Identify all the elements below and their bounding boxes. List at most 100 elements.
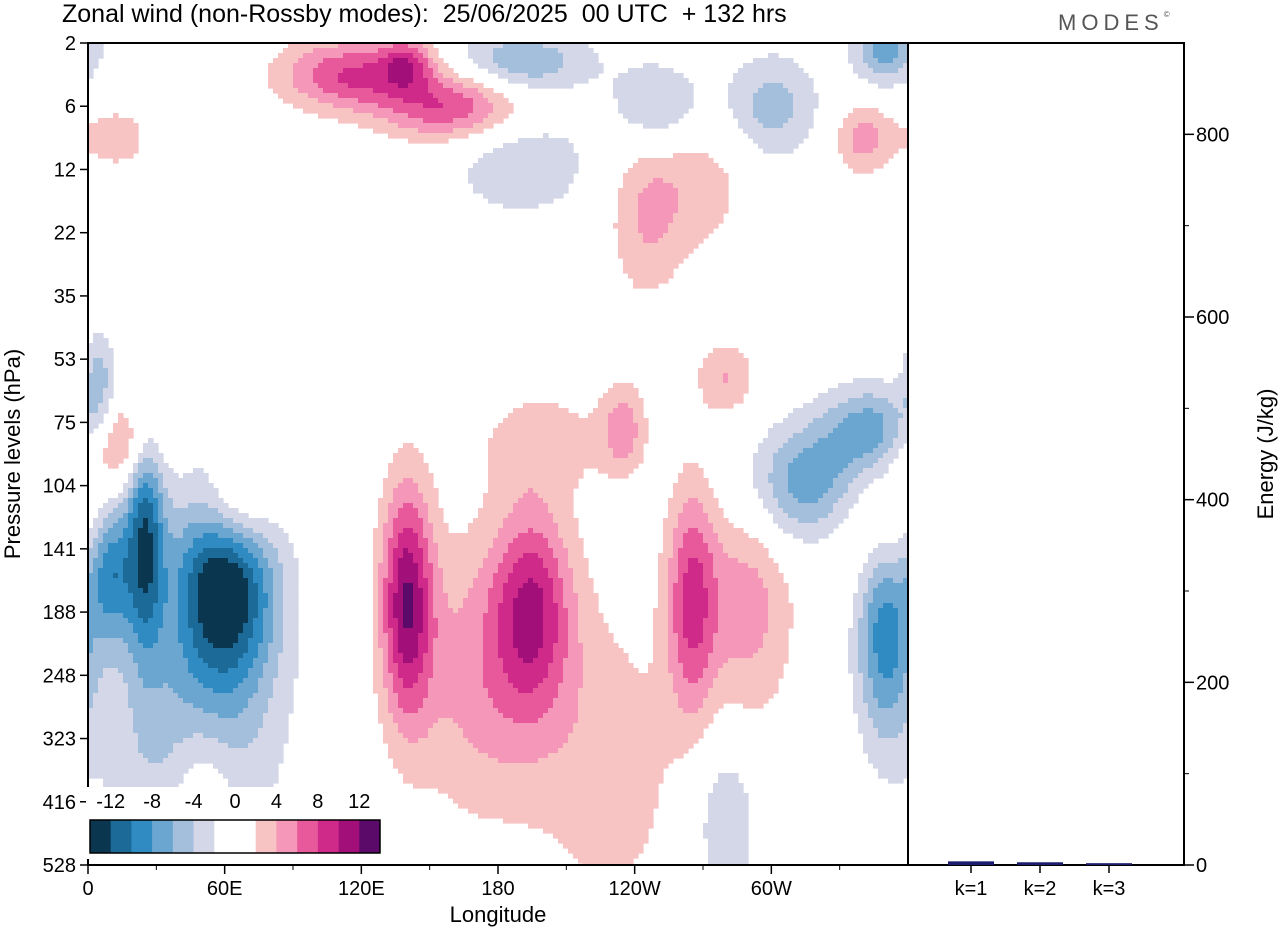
heatmap-cell: [628, 438, 634, 444]
heatmap-cell: [93, 398, 99, 404]
heatmap-cell: [143, 478, 149, 484]
heatmap-cell: [898, 428, 904, 434]
heatmap-cell: [848, 53, 854, 59]
heatmap-cell: [413, 478, 419, 484]
heatmap-cell: [373, 73, 379, 79]
heatmap-cell: [548, 73, 554, 79]
heatmap-cell: [683, 163, 689, 169]
heatmap-cell: [403, 103, 409, 109]
heatmap-cell: [433, 513, 439, 519]
heatmap-cell: [103, 378, 109, 384]
heatmap-cell: [723, 198, 729, 204]
heatmap-cell: [98, 508, 104, 514]
heatmap-cell: [263, 518, 269, 524]
heatmap-cell: [198, 493, 204, 499]
heatmap-cell: [563, 168, 569, 174]
heatmap-cell: [518, 538, 524, 544]
heatmap-cell: [628, 383, 634, 389]
heatmap-cell: [853, 128, 859, 134]
heatmap-cell: [483, 118, 489, 124]
heatmap-cell: [328, 68, 334, 74]
heatmap-cell: [258, 538, 264, 544]
heatmap-cell: [348, 98, 354, 104]
heatmap-cell: [853, 108, 859, 114]
heatmap-cell: [743, 383, 749, 389]
heatmap-cell: [618, 458, 624, 464]
heatmap-cell: [608, 433, 614, 439]
heatmap-cell: [618, 423, 624, 429]
heatmap-cell: [748, 538, 754, 544]
heatmap-cell: [818, 413, 824, 419]
heatmap-cell: [308, 98, 314, 104]
heatmap-cell: [153, 523, 159, 529]
heatmap-cell: [403, 503, 409, 509]
heatmap-cell: [823, 448, 829, 454]
heatmap-cell: [863, 418, 869, 424]
heatmap-cell: [318, 63, 324, 69]
heatmap-cell: [323, 48, 329, 54]
heatmap-cell: [453, 123, 459, 129]
heatmap-cell: [753, 83, 759, 89]
heatmap-cell: [638, 283, 644, 289]
heatmap-cell: [643, 183, 649, 189]
heatmap-cell: [413, 123, 419, 129]
heatmap-cell: [528, 163, 534, 169]
heatmap-cell: [713, 178, 719, 184]
heatmap-cell: [833, 498, 839, 504]
heatmap-cell: [133, 143, 139, 149]
heatmap-cell: [818, 453, 824, 459]
heatmap-cell: [888, 418, 894, 424]
heatmap-cell: [498, 443, 504, 449]
heatmap-cell: [433, 133, 439, 139]
heatmap-cell: [468, 93, 474, 99]
heatmap-cell: [593, 448, 599, 454]
heatmap-cell: [388, 108, 394, 114]
heatmap-cell: [638, 83, 644, 89]
heatmap-cell: [578, 68, 584, 74]
heatmap-cell: [648, 73, 654, 79]
heatmap-cell: [848, 433, 854, 439]
heatmap-cell: [428, 133, 434, 139]
heatmap-cell: [883, 548, 889, 554]
heatmap-cell: [843, 448, 849, 454]
heatmap-cell: [628, 443, 634, 449]
heatmap-cell: [863, 473, 869, 479]
heatmap-cell: [658, 103, 664, 109]
heatmap-cell: [578, 73, 584, 79]
heatmap-cell: [863, 153, 869, 159]
heatmap-cell: [328, 103, 334, 109]
heatmap-cell: [748, 118, 754, 124]
heatmap-cell: [413, 453, 419, 459]
heatmap-cell: [848, 113, 854, 119]
chart-title: Zonal wind (non-Rossby modes): 25/06/202…: [62, 0, 787, 28]
heatmap-cell: [108, 458, 114, 464]
heatmap-cell: [818, 473, 824, 479]
heatmap-cell: [178, 498, 184, 504]
heatmap-cell: [703, 548, 709, 554]
heatmap-cell: [188, 548, 194, 554]
heatmap-cell: [893, 78, 899, 84]
heatmap-cell: [643, 208, 649, 214]
heatmap-cell: [663, 168, 669, 174]
heatmap-cell: [518, 183, 524, 189]
heatmap-cell: [768, 498, 774, 504]
heatmap-cell: [693, 528, 699, 534]
heatmap-cell: [863, 148, 869, 154]
heatmap-cell: [423, 488, 429, 494]
heatmap-cell: [518, 508, 524, 514]
heatmap-cell: [623, 393, 629, 399]
heatmap-cell: [393, 128, 399, 134]
heatmap-cell: [243, 548, 249, 554]
heatmap-cell: [408, 88, 414, 94]
heatmap-cell: [808, 468, 814, 474]
heatmap-cell: [123, 543, 129, 549]
heatmap-cell: [428, 538, 434, 544]
heatmap-cell: [263, 528, 269, 534]
heatmap-cell: [503, 488, 509, 494]
heatmap-cell: [873, 403, 879, 409]
heatmap-cell: [358, 43, 364, 49]
heatmap-cell: [288, 78, 294, 84]
heatmap-cell: [668, 168, 674, 174]
heatmap-cell: [168, 533, 174, 539]
heatmap-cell: [723, 368, 729, 374]
